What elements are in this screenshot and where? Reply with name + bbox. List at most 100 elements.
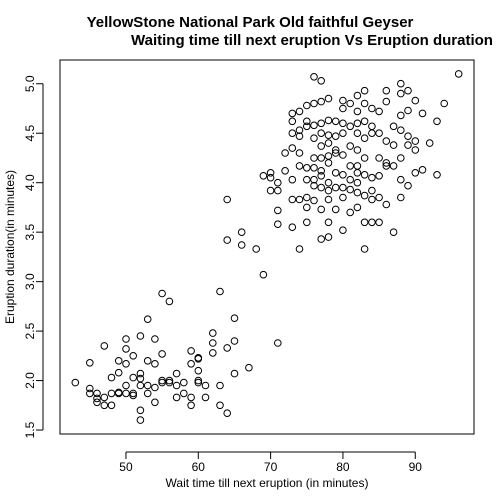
scatter-point [353, 188, 362, 197]
y-tick-label: 3.0 [23, 273, 37, 290]
scatter-point [288, 223, 297, 231]
scatter-point [324, 159, 333, 167]
scatter-point [230, 369, 239, 378]
scatter-point [122, 389, 130, 398]
scatter-point [143, 357, 152, 365]
scatter-point [339, 104, 347, 113]
scatter-point [310, 181, 318, 190]
scatter-point [100, 401, 109, 410]
scatter-point [360, 99, 369, 108]
scatter-point [375, 154, 383, 162]
scatter-point [122, 345, 130, 353]
scatter-point [172, 381, 181, 390]
y-tick-label: 5.0 [23, 75, 37, 92]
scatter-point [216, 381, 224, 390]
scatter-point [346, 208, 355, 217]
scatter-point [317, 154, 326, 162]
y-tick-label: 2.0 [23, 372, 37, 389]
scatter-point [303, 203, 311, 212]
scatter-point [353, 146, 362, 154]
scatter-point [295, 107, 304, 116]
scatter-point [339, 171, 347, 179]
scatter-point [346, 142, 355, 150]
scatter-point [368, 173, 376, 182]
scatter-point [368, 186, 376, 195]
scatter-point [346, 175, 355, 184]
scatter-point [259, 172, 268, 180]
scatter-point [382, 200, 391, 209]
y-tick-label: 2.5 [23, 322, 37, 339]
scatter-point [143, 315, 152, 324]
scatter-point [86, 389, 94, 398]
scatter-point [129, 373, 137, 382]
scatter-point [310, 175, 318, 184]
scatter-point [331, 132, 340, 140]
scatter-point [317, 129, 326, 137]
scatter-point [353, 162, 362, 170]
scatter-point [165, 297, 174, 306]
scatter-point [353, 119, 362, 128]
scatter-point [353, 91, 362, 100]
scatter-point [187, 360, 195, 368]
scatter-point [303, 117, 311, 126]
scatter-point [93, 389, 101, 398]
scatter-point [331, 183, 340, 192]
scatter-point [353, 129, 362, 137]
scatter-point [129, 389, 137, 398]
scatter-point [172, 393, 181, 402]
scatter-point [187, 347, 195, 355]
scatter-point [295, 149, 304, 157]
scatter-point [324, 94, 333, 103]
y-tick-label: 1.5 [23, 421, 37, 438]
scatter-point [295, 245, 304, 253]
scatter-point [317, 172, 326, 180]
scatter-point [418, 109, 427, 118]
x-axis-label: Wait time till next eruption (in minutes… [166, 476, 369, 490]
scatter-point [360, 134, 369, 142]
scatter-point [310, 134, 318, 142]
scatter-point [151, 398, 159, 407]
scatter-point [331, 146, 340, 154]
scatter-point [295, 126, 304, 134]
scatter-point [303, 164, 311, 172]
scatter-point [165, 378, 174, 387]
chart-title-line-2: Waiting time till next eruption Vs Erupt… [131, 32, 493, 49]
scatter-point [288, 175, 297, 184]
scatter-point [353, 107, 362, 116]
scatter-point [107, 401, 116, 410]
scatter-point [136, 374, 145, 383]
scatter-point [288, 195, 297, 204]
scatter-point [360, 171, 369, 179]
y-axis: 1.5 2.0 2.5 3.0 3.5 4.0 4.5 5.0 [23, 75, 44, 438]
scatter-point [433, 117, 441, 126]
scatter-point [404, 132, 412, 140]
scatter-point [216, 401, 224, 410]
scatter-point [151, 360, 159, 368]
scatter-point [382, 86, 391, 95]
scatter-point [223, 195, 231, 204]
scatter-point [397, 89, 405, 98]
scatter-point [339, 183, 347, 192]
scatter-point [317, 183, 326, 192]
y-tick-label: 3.5 [23, 223, 37, 240]
scatter-point [122, 360, 130, 368]
scatter-point [259, 270, 268, 279]
scatter-point [288, 144, 297, 152]
scatter-point [397, 154, 405, 162]
scatter-point [404, 86, 412, 95]
scatter-point [237, 241, 246, 249]
scatter-point [404, 141, 412, 149]
scatter-point [223, 409, 231, 418]
scatter-point [180, 378, 188, 387]
scatter-point [317, 97, 326, 106]
scatter-point [382, 137, 391, 145]
scatter-point [346, 185, 355, 194]
scatter-point [93, 394, 101, 403]
scatter-point [368, 129, 376, 137]
scatter-point [346, 162, 355, 170]
scatter-point [317, 205, 326, 214]
scatter-point [382, 97, 391, 106]
scatter-point [310, 196, 318, 205]
scatter-point [93, 398, 101, 407]
scatter-point [158, 350, 166, 358]
